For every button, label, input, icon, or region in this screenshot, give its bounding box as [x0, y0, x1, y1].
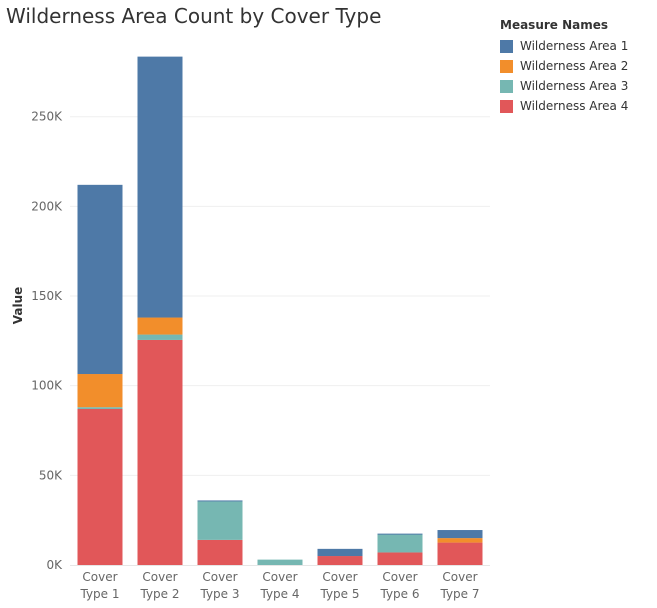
- legend-item[interactable]: Wilderness Area 3: [500, 76, 628, 96]
- x-tick-label: Type 4: [259, 587, 299, 601]
- bar-segment: [317, 556, 363, 565]
- legend-swatch: [500, 39, 513, 53]
- bar-segment: [377, 533, 423, 535]
- x-tick-label: Type 5: [319, 587, 359, 601]
- bar-segment: [437, 530, 483, 539]
- bar-segment: [197, 539, 243, 565]
- legend-item[interactable]: Wilderness Area 2: [500, 56, 628, 76]
- legend-swatch: [500, 79, 513, 93]
- legend-label: Wilderness Area 1: [520, 39, 629, 53]
- bar-segment: [137, 339, 183, 565]
- bar-segment: [137, 317, 183, 335]
- x-tick-label: Type 7: [439, 587, 479, 601]
- x-tick-label: Cover: [142, 570, 177, 584]
- legend: Measure Names Wilderness Area 1 Wildernes…: [500, 18, 628, 116]
- chart-title: Wilderness Area Count by Cover Type: [6, 4, 382, 28]
- legend-swatch: [500, 59, 513, 73]
- bar-segment: [377, 534, 423, 553]
- x-tick-label: Type 6: [379, 587, 419, 601]
- gridlines: [70, 116, 490, 476]
- x-tick-label: Cover: [382, 570, 417, 584]
- bars: [77, 56, 483, 565]
- bar-segment: [137, 334, 183, 340]
- legend-label: Wilderness Area 2: [520, 59, 629, 73]
- bar-segment: [437, 538, 483, 543]
- legend-swatch: [500, 99, 513, 113]
- bar-segment: [437, 542, 483, 565]
- x-tick-label: Cover: [442, 570, 477, 584]
- y-tick-label: 250K: [31, 110, 63, 124]
- bar-segment: [377, 552, 423, 565]
- y-tick-label: 200K: [31, 199, 63, 213]
- bar-segment: [77, 408, 123, 565]
- x-tick-label: Type 2: [139, 587, 179, 601]
- y-tick-label: 150K: [31, 289, 63, 303]
- legend-title: Measure Names: [500, 18, 609, 32]
- bar-segment: [77, 184, 123, 375]
- x-tick-label: Cover: [322, 570, 357, 584]
- x-tick-label: Type 1: [79, 587, 119, 601]
- bar-segment: [77, 407, 123, 409]
- y-axis-label: Value: [11, 287, 25, 325]
- y-tick-label: 100K: [31, 379, 63, 393]
- bar-segment: [137, 56, 183, 318]
- bar-segment: [197, 500, 243, 502]
- legend-item[interactable]: Wilderness Area 4: [500, 96, 628, 116]
- x-tick-label: Type 3: [199, 587, 239, 601]
- bar-segment: [317, 548, 363, 557]
- legend-items: Wilderness Area 1 Wilderness Area 2 Wilder…: [500, 36, 628, 116]
- x-tick-label: Cover: [262, 570, 297, 584]
- y-tick-label: 0K: [46, 558, 63, 572]
- legend-label: Wilderness Area 4: [520, 99, 629, 113]
- x-tick-label: Cover: [82, 570, 117, 584]
- bar-segment: [257, 559, 303, 565]
- y-tick-label: 50K: [39, 468, 63, 482]
- bar-segment: [197, 501, 243, 540]
- axes: 0K 50K 100K 150K 200K 250K Value Cover Type 1 Cov…: [11, 110, 490, 601]
- bar-segment: [77, 374, 123, 408]
- legend-item[interactable]: Wilderness Area 1: [500, 36, 628, 56]
- legend-label: Wilderness Area 3: [520, 79, 629, 93]
- x-tick-label: Cover: [202, 570, 237, 584]
